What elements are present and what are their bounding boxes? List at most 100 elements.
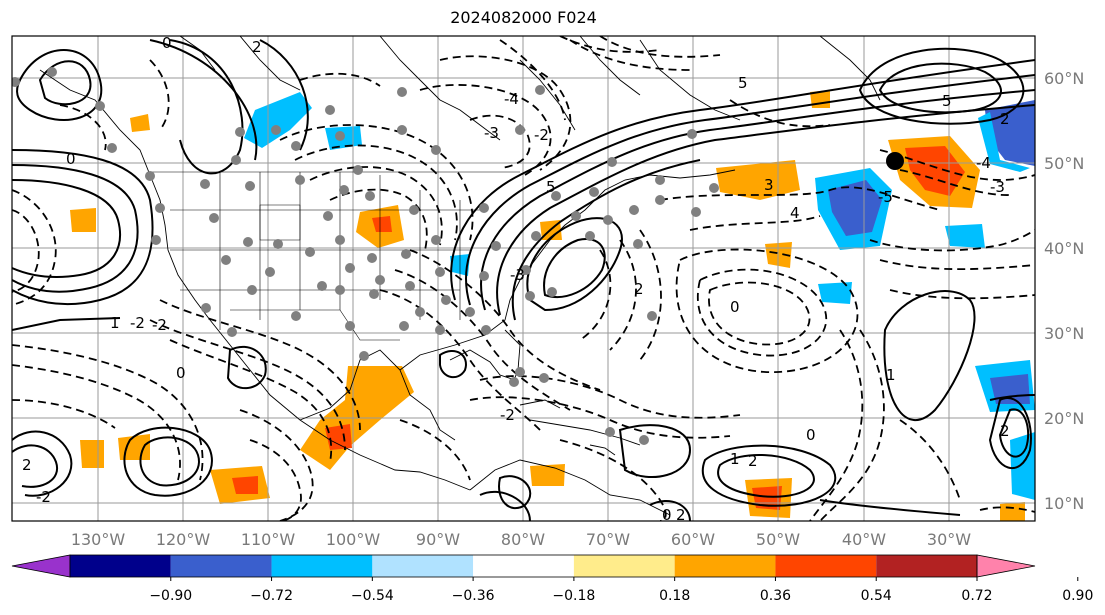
- contour-label: 1: [110, 314, 120, 332]
- contour-label: -4: [504, 90, 519, 108]
- colorbar-outline: [69, 554, 978, 578]
- shade-warm-epac2: [118, 434, 150, 460]
- shade-hot-midwest: [372, 216, 392, 232]
- shade-warm-epac3: [80, 440, 104, 468]
- lat-label: 40°N: [1044, 239, 1084, 258]
- shade-warm-corner: [1000, 502, 1025, 521]
- contour-label: 2: [1000, 422, 1010, 440]
- target-marker: [886, 152, 904, 170]
- colorbar-segment: [271, 555, 373, 577]
- shade-warm-carib: [530, 464, 565, 486]
- contour-label: 0: [162, 34, 172, 52]
- contour-label: -3: [484, 124, 499, 142]
- lon-label: 40°W: [842, 530, 886, 549]
- longitude-axis: 130°W 120°W 110°W 100°W 90°W 80°W 70°W 6…: [71, 530, 971, 549]
- lat-label: 30°N: [1044, 324, 1084, 343]
- lon-label: 60°W: [671, 530, 715, 549]
- shade-colder-atl: [828, 180, 882, 236]
- lon-label: 80°W: [501, 530, 545, 549]
- colorbar: −0.90 −0.72 −0.54 −0.36 −0.18 0.18 0.36 0.54 0.7…: [11, 554, 1093, 604]
- contour-label: -2: [500, 406, 515, 424]
- contour-label: 2: [634, 280, 644, 298]
- contour-label: 5: [942, 92, 952, 110]
- lon-label: 110°W: [241, 530, 296, 549]
- lon-label: 120°W: [156, 530, 211, 549]
- colorbar-tick-label: −0.90: [149, 588, 192, 604]
- borders: [150, 171, 520, 341]
- colorbar-segment: [473, 555, 574, 577]
- colorbar-segment: [170, 555, 272, 577]
- colorbar-tick-label: 0.36: [760, 588, 791, 604]
- contour-label: 3: [764, 176, 774, 194]
- station-markers: [12, 67, 719, 445]
- contour-label: -2: [130, 314, 145, 332]
- contour-label: -2: [36, 488, 51, 506]
- solid-contours: [12, 39, 1035, 521]
- shade-colder-se-atl: [990, 374, 1030, 404]
- contour-label: 5: [546, 178, 556, 196]
- contour-label: 0: [662, 506, 672, 524]
- colorbar-tick-label: −0.54: [351, 588, 394, 604]
- contour-label: -3: [990, 178, 1005, 196]
- map-frame: [11, 35, 1036, 522]
- colorbar-tick-label: −0.72: [250, 588, 293, 604]
- shade-warm-pacific: [130, 114, 150, 132]
- lat-label: 60°N: [1044, 69, 1084, 88]
- contour-label: 2: [1000, 110, 1010, 128]
- contour-label: -2: [534, 126, 549, 144]
- shade-cold-nw: [244, 92, 312, 148]
- colorbar-tick-label: 0.18: [659, 588, 690, 604]
- colorbar-tick-label: −0.18: [552, 588, 595, 604]
- lon-label: 30°W: [927, 530, 971, 549]
- contour-labels: 0 2 5 -3 -4 -2 0 1 -2 5 3 4 5 2 -3 -4 -5…: [22, 34, 1010, 524]
- shade-cold-sw-atl: [1010, 432, 1035, 500]
- colorbar-segment: [775, 555, 877, 577]
- latitude-axis: 60°N 50°N 40°N 30°N 20°N 10°N: [1044, 69, 1084, 513]
- shade-cold-e1: [945, 224, 985, 248]
- dashed-contours: [12, 36, 1035, 521]
- shade-hot-epac: [232, 476, 258, 494]
- contour-label: 2: [22, 456, 32, 474]
- contour-label: 0: [66, 150, 76, 168]
- colorbar-tick-label: 0.72: [961, 588, 992, 604]
- contour-label: 5: [738, 74, 748, 92]
- colorbar-segment: [70, 555, 171, 577]
- contour-label: 1: [886, 366, 896, 384]
- lat-label: 50°N: [1044, 154, 1084, 173]
- shade-warm-pac2: [70, 208, 96, 232]
- lon-label: 90°W: [416, 530, 460, 549]
- shade-warm-atl1: [716, 160, 800, 200]
- contour-label: 2: [748, 452, 758, 470]
- colorbar-segment: [372, 555, 474, 577]
- colorbar-tick-label: 0.90: [1062, 588, 1093, 604]
- shade-cold-ne: [978, 112, 1030, 172]
- shade-cold-e2: [818, 282, 852, 304]
- contour-label: 2: [676, 506, 686, 524]
- contour-label: -4: [976, 154, 991, 172]
- contour-label: 1: [730, 450, 740, 468]
- colorbar-tick-label: −0.36: [452, 588, 495, 604]
- contour-label: 0: [730, 298, 740, 316]
- colorbar-extend-high: [976, 554, 1036, 578]
- lon-label: 100°W: [326, 530, 381, 549]
- contour-label: -3: [510, 266, 525, 284]
- lon-label: 130°W: [71, 530, 126, 549]
- map-title: 2024082000 F024: [450, 8, 597, 27]
- lat-label: 20°N: [1044, 409, 1084, 428]
- contour-label: 0: [176, 364, 186, 382]
- colorbar-segment: [573, 555, 675, 577]
- lat-label: 10°N: [1044, 494, 1084, 513]
- colorbar-extend-low: [11, 554, 71, 578]
- colorbar-segment: [876, 555, 977, 577]
- colorbar-tick-label: 0.54: [861, 588, 892, 604]
- grid-lines: [12, 36, 1035, 521]
- lon-label: 50°W: [756, 530, 800, 549]
- shade-hot-na: [905, 146, 965, 196]
- contour-label: 2: [252, 38, 262, 56]
- contour-label: 4: [790, 204, 800, 222]
- contour-label: 0: [806, 426, 816, 444]
- contour-label: -2: [152, 316, 167, 334]
- lon-label: 70°W: [586, 530, 630, 549]
- colorbar-segment: [674, 555, 776, 577]
